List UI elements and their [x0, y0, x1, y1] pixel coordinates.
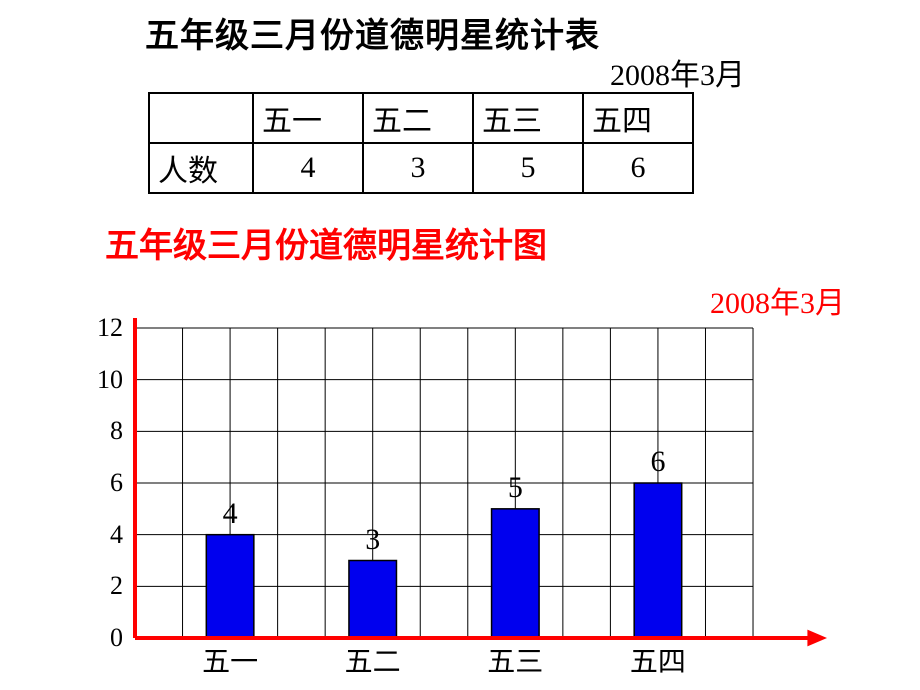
bar-value-label: 6 — [650, 445, 665, 479]
table-cell: 3 — [363, 143, 473, 193]
x-tick-label: 五三 — [487, 640, 543, 680]
bar-chart: 4356024681012五一五二五三五四 — [105, 318, 865, 668]
x-tick-label: 五二 — [345, 640, 401, 680]
date-top: 2008年3月 — [610, 50, 745, 94]
table-data-row: 人数 4 3 5 6 — [149, 143, 693, 193]
table-cell: 5 — [473, 143, 583, 193]
chart-date: 2008年3月 — [710, 278, 845, 322]
table-header-row: 五一 五二 五三 五四 — [149, 93, 693, 143]
page-title: 五年级三月份道德明星统计表 — [145, 8, 600, 57]
table-cell: 6 — [583, 143, 693, 193]
table-row-label: 人数 — [149, 143, 253, 193]
x-tick-label: 五一 — [202, 640, 258, 680]
table-col-header: 五二 — [363, 93, 473, 143]
table-corner-cell — [149, 93, 253, 143]
table-col-header: 五一 — [253, 93, 363, 143]
y-tick-label: 8 — [73, 416, 123, 446]
chart-svg — [105, 318, 865, 678]
slide-container: 五年级三月份道德明星统计表 2008年3月 五一 五二 五三 五四 人数 4 3… — [0, 0, 920, 690]
y-tick-label: 12 — [73, 313, 123, 343]
y-tick-label: 10 — [73, 365, 123, 395]
chart-title: 五年级三月份道德明星统计图 — [105, 218, 547, 267]
y-tick-label: 2 — [73, 571, 123, 601]
table-col-header: 五四 — [583, 93, 693, 143]
table-col-header: 五三 — [473, 93, 583, 143]
table-cell: 4 — [253, 143, 363, 193]
x-tick-label: 五四 — [630, 640, 686, 680]
y-tick-label: 6 — [73, 468, 123, 498]
bar-value-label: 4 — [223, 497, 238, 531]
bar-value-label: 3 — [365, 523, 380, 557]
bar-value-label: 5 — [508, 471, 523, 505]
data-table: 五一 五二 五三 五四 人数 4 3 5 6 — [148, 92, 694, 194]
y-tick-label: 4 — [73, 520, 123, 550]
y-tick-label: 0 — [73, 623, 123, 653]
